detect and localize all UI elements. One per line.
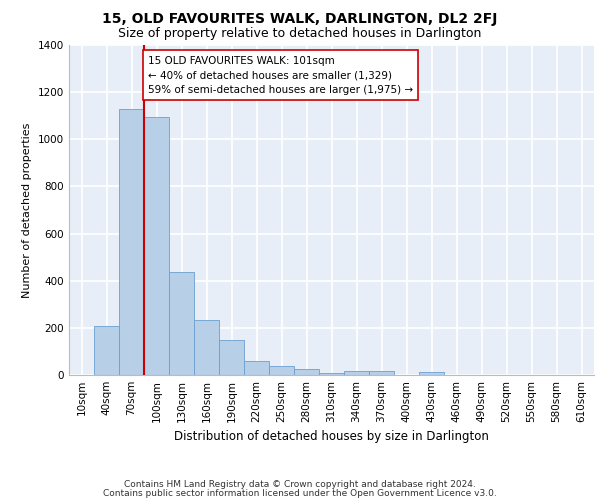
Bar	[244, 362, 269, 375]
Text: Contains HM Land Registry data © Crown copyright and database right 2024.: Contains HM Land Registry data © Crown c…	[124, 480, 476, 489]
Bar	[319, 372, 344, 375]
Text: 15 OLD FAVOURITES WALK: 101sqm
← 40% of detached houses are smaller (1,329)
59% : 15 OLD FAVOURITES WALK: 101sqm ← 40% of …	[148, 56, 413, 95]
Y-axis label: Number of detached properties: Number of detached properties	[22, 122, 32, 298]
X-axis label: Distribution of detached houses by size in Darlington: Distribution of detached houses by size …	[174, 430, 489, 443]
Bar	[169, 272, 194, 375]
Bar	[419, 372, 444, 375]
Bar	[369, 371, 394, 375]
Bar	[144, 117, 169, 375]
Bar	[119, 108, 144, 375]
Text: 15, OLD FAVOURITES WALK, DARLINGTON, DL2 2FJ: 15, OLD FAVOURITES WALK, DARLINGTON, DL2…	[103, 12, 497, 26]
Text: Contains public sector information licensed under the Open Government Licence v3: Contains public sector information licen…	[103, 488, 497, 498]
Bar	[269, 366, 294, 375]
Bar	[194, 320, 219, 375]
Text: Size of property relative to detached houses in Darlington: Size of property relative to detached ho…	[118, 28, 482, 40]
Bar	[94, 326, 119, 375]
Bar	[294, 368, 319, 375]
Bar	[219, 340, 244, 375]
Bar	[344, 371, 369, 375]
